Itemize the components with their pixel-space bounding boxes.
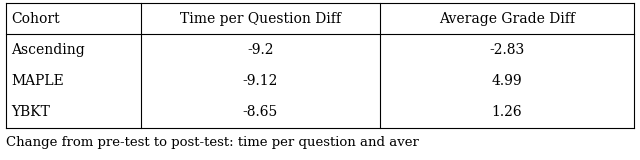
Text: 4.99: 4.99 bbox=[492, 74, 522, 88]
Text: -2.83: -2.83 bbox=[489, 43, 524, 57]
Text: MAPLE: MAPLE bbox=[12, 74, 64, 88]
Text: Ascending: Ascending bbox=[12, 43, 85, 57]
Text: Change from pre-test to post-test: time per question and aver: Change from pre-test to post-test: time … bbox=[6, 136, 419, 149]
Text: 1.26: 1.26 bbox=[492, 105, 522, 119]
Text: -8.65: -8.65 bbox=[243, 105, 278, 119]
Text: Time per Question Diff: Time per Question Diff bbox=[180, 12, 341, 26]
Text: Average Grade Diff: Average Grade Diff bbox=[438, 12, 575, 26]
Text: -9.2: -9.2 bbox=[247, 43, 274, 57]
Text: -9.12: -9.12 bbox=[243, 74, 278, 88]
Text: YBKT: YBKT bbox=[12, 105, 51, 119]
Text: Cohort: Cohort bbox=[12, 12, 60, 26]
